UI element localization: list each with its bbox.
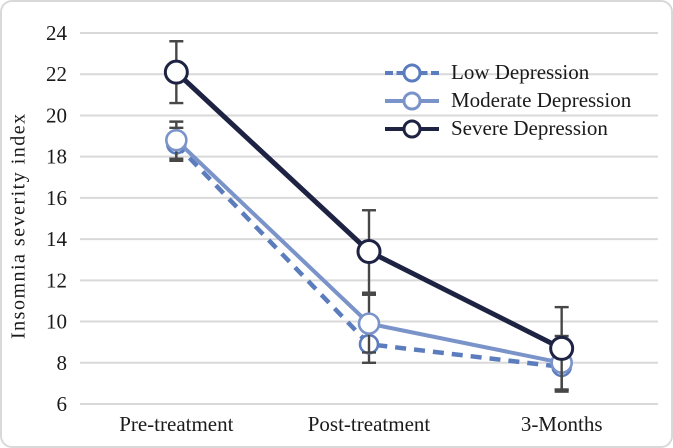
x-axis-label: 3-Months <box>521 412 603 436</box>
y-tick-label: 10 <box>46 310 67 334</box>
x-axis-label: Post-treatment <box>308 412 431 436</box>
legend-swatch-moderate-depression-icon <box>385 91 439 111</box>
data-point-marker-moderate-depression <box>165 128 188 152</box>
legend-label: Severe Depression <box>451 116 608 140</box>
y-tick-label: 8 <box>57 351 68 375</box>
legend-item-low-depression: Low Depression <box>385 59 631 86</box>
data-point-marker-moderate-depression <box>357 312 381 335</box>
y-tick-label: 12 <box>46 268 67 292</box>
legend: Low Depression Moderate Depression Sever… <box>385 59 631 142</box>
legend-label: Low Depression <box>451 60 590 84</box>
legend-swatch-severe-depression-icon <box>385 119 439 139</box>
y-tick-label: 24 <box>46 21 68 45</box>
data-point-marker-severe-depression <box>356 238 382 264</box>
y-axis-title: Insomnia severity index <box>7 112 30 340</box>
y-tick-label: 14 <box>46 227 68 251</box>
legend-item-moderate-depression: Moderate Depression <box>385 87 631 114</box>
y-tick-label: 6 <box>57 392 68 416</box>
y-tick-label: 16 <box>46 186 67 210</box>
data-point-marker-severe-depression <box>549 335 575 361</box>
legend-swatch-low-depression-icon <box>385 63 439 83</box>
legend-item-severe-depression: Severe Depression <box>385 115 631 142</box>
legend-label: Moderate Depression <box>451 88 632 112</box>
y-tick-label: 20 <box>46 103 67 127</box>
x-axis-label: Pre-treatment <box>119 412 233 436</box>
series-line-low-depression <box>174 142 562 370</box>
y-tick-label: 18 <box>46 145 67 169</box>
y-tick-label: 22 <box>46 62 67 86</box>
data-point-marker-severe-depression <box>163 59 189 85</box>
